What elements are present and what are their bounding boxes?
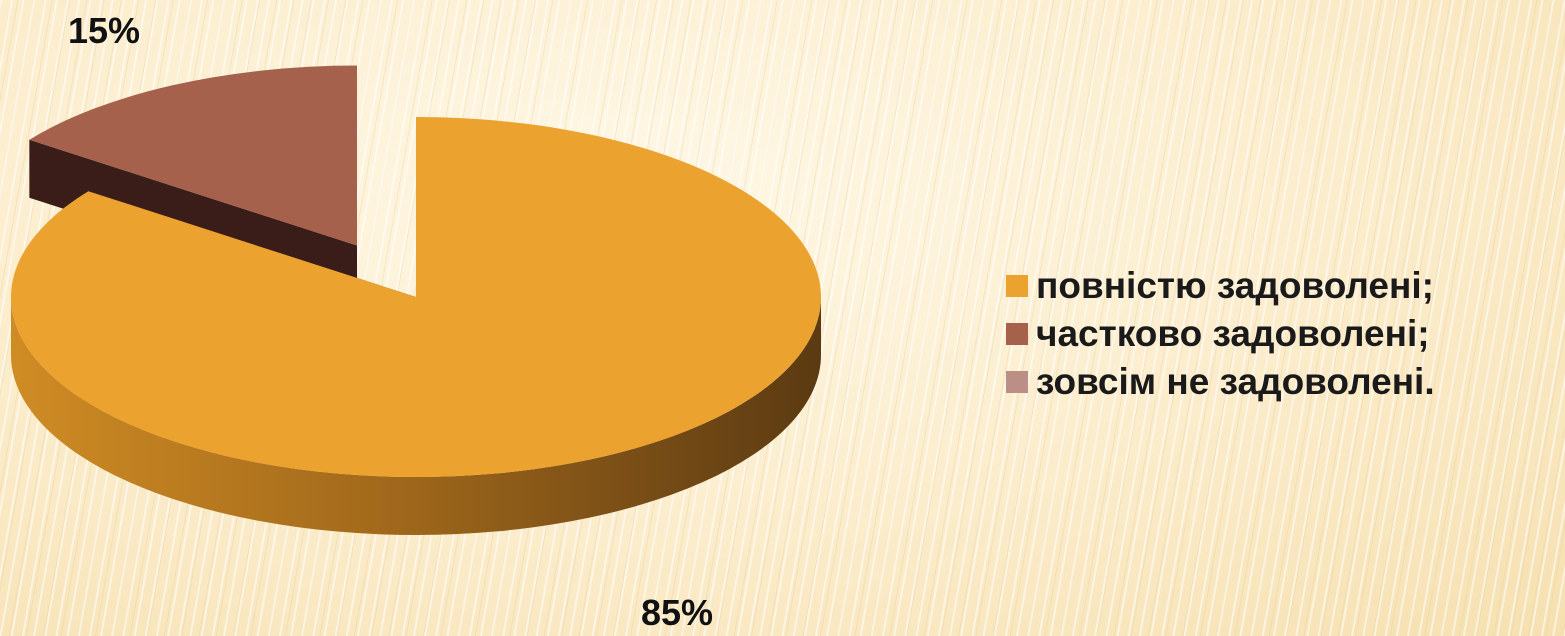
legend-label: частково задоволені; [1036,313,1430,354]
legend-label: зовсім не задоволені. [1036,361,1435,402]
data-label-slice-0: 85% [641,592,713,633]
legend-item-partially-satisfied: частково задоволені; [1006,310,1435,358]
legend-swatch [1006,371,1028,393]
pie-slice-0 [10,117,821,477]
chart-legend: повністю задоволені; частково задоволені… [1006,262,1435,406]
pie-slice-1 [29,65,358,246]
legend-swatch [1006,275,1028,297]
pie-slice-0-rim-0 [11,297,821,535]
data-label-slice-1: 15% [68,10,140,51]
legend-label: повністю задоволені; [1036,265,1434,306]
legend-item-not-satisfied: зовсім не задоволені. [1006,358,1435,406]
legend-item-fully-satisfied: повністю задоволені; [1006,262,1435,310]
legend-swatch [1006,323,1028,345]
